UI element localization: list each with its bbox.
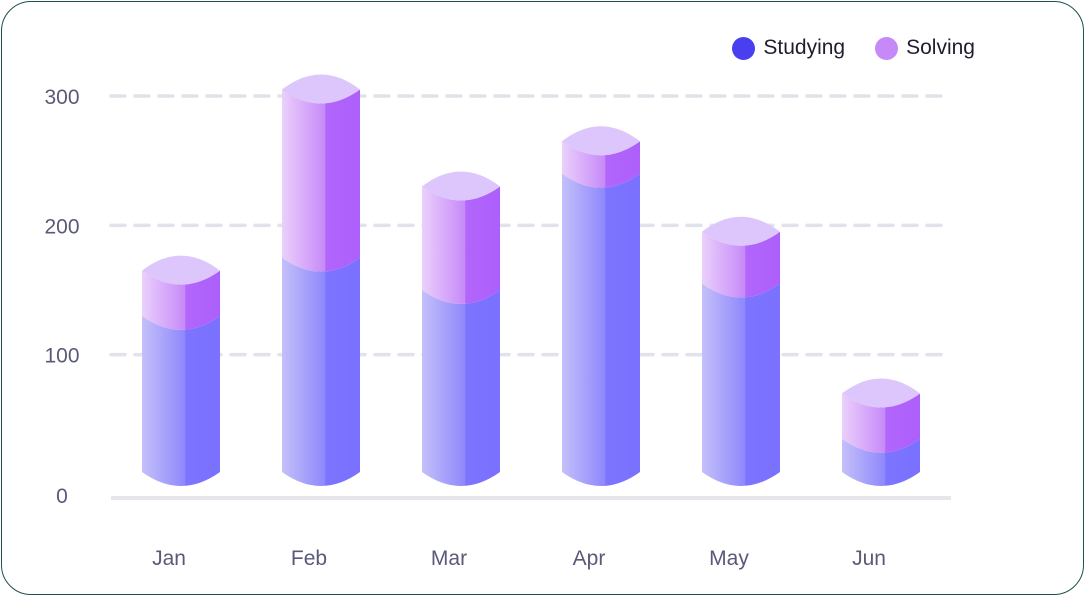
bar-studying-feb (282, 257, 360, 486)
bar-cap-jun (842, 378, 920, 408)
bar-studying-may (702, 283, 780, 486)
bar-solving-jan (142, 270, 220, 330)
bar-studying-mar (422, 290, 500, 486)
bar-cap-mar (422, 171, 500, 201)
bar-solving-may (702, 231, 780, 298)
x-tick-label: Mar (431, 547, 467, 570)
legend-label-studying: Studying (763, 36, 846, 59)
y-tick-label: 200 (44, 215, 79, 238)
bar-cap-apr (562, 126, 640, 156)
legend: Studying Solving (732, 36, 975, 60)
x-tick-label: Feb (291, 547, 327, 570)
legend-item-solving: Solving (875, 36, 975, 60)
bar-cap-feb (282, 74, 360, 104)
bar-solving-jun (842, 393, 920, 453)
y-tick-label: 100 (44, 345, 79, 368)
x-tick-label: Apr (573, 547, 606, 570)
x-tick-label: May (709, 547, 749, 570)
legend-label-solving: Solving (906, 36, 975, 59)
y-tick-label: 300 (44, 86, 79, 109)
bar-solving-apr (562, 141, 640, 188)
legend-swatch-studying (732, 36, 756, 60)
x-tick-label: Jan (152, 547, 186, 570)
legend-item-studying: Studying (732, 36, 845, 60)
bar-solving-feb (282, 89, 360, 272)
bar-studying-apr (562, 173, 640, 486)
bar-studying-jun (842, 438, 920, 486)
bar-solving-mar (422, 186, 500, 304)
bar-cap-jan (142, 255, 220, 285)
bar-studying-jan (142, 315, 220, 486)
legend-swatch-solving (875, 36, 899, 60)
x-tick-label: Jun (852, 547, 886, 570)
bar-cap-may (702, 216, 780, 246)
y-tick-label: 0 (56, 485, 68, 508)
